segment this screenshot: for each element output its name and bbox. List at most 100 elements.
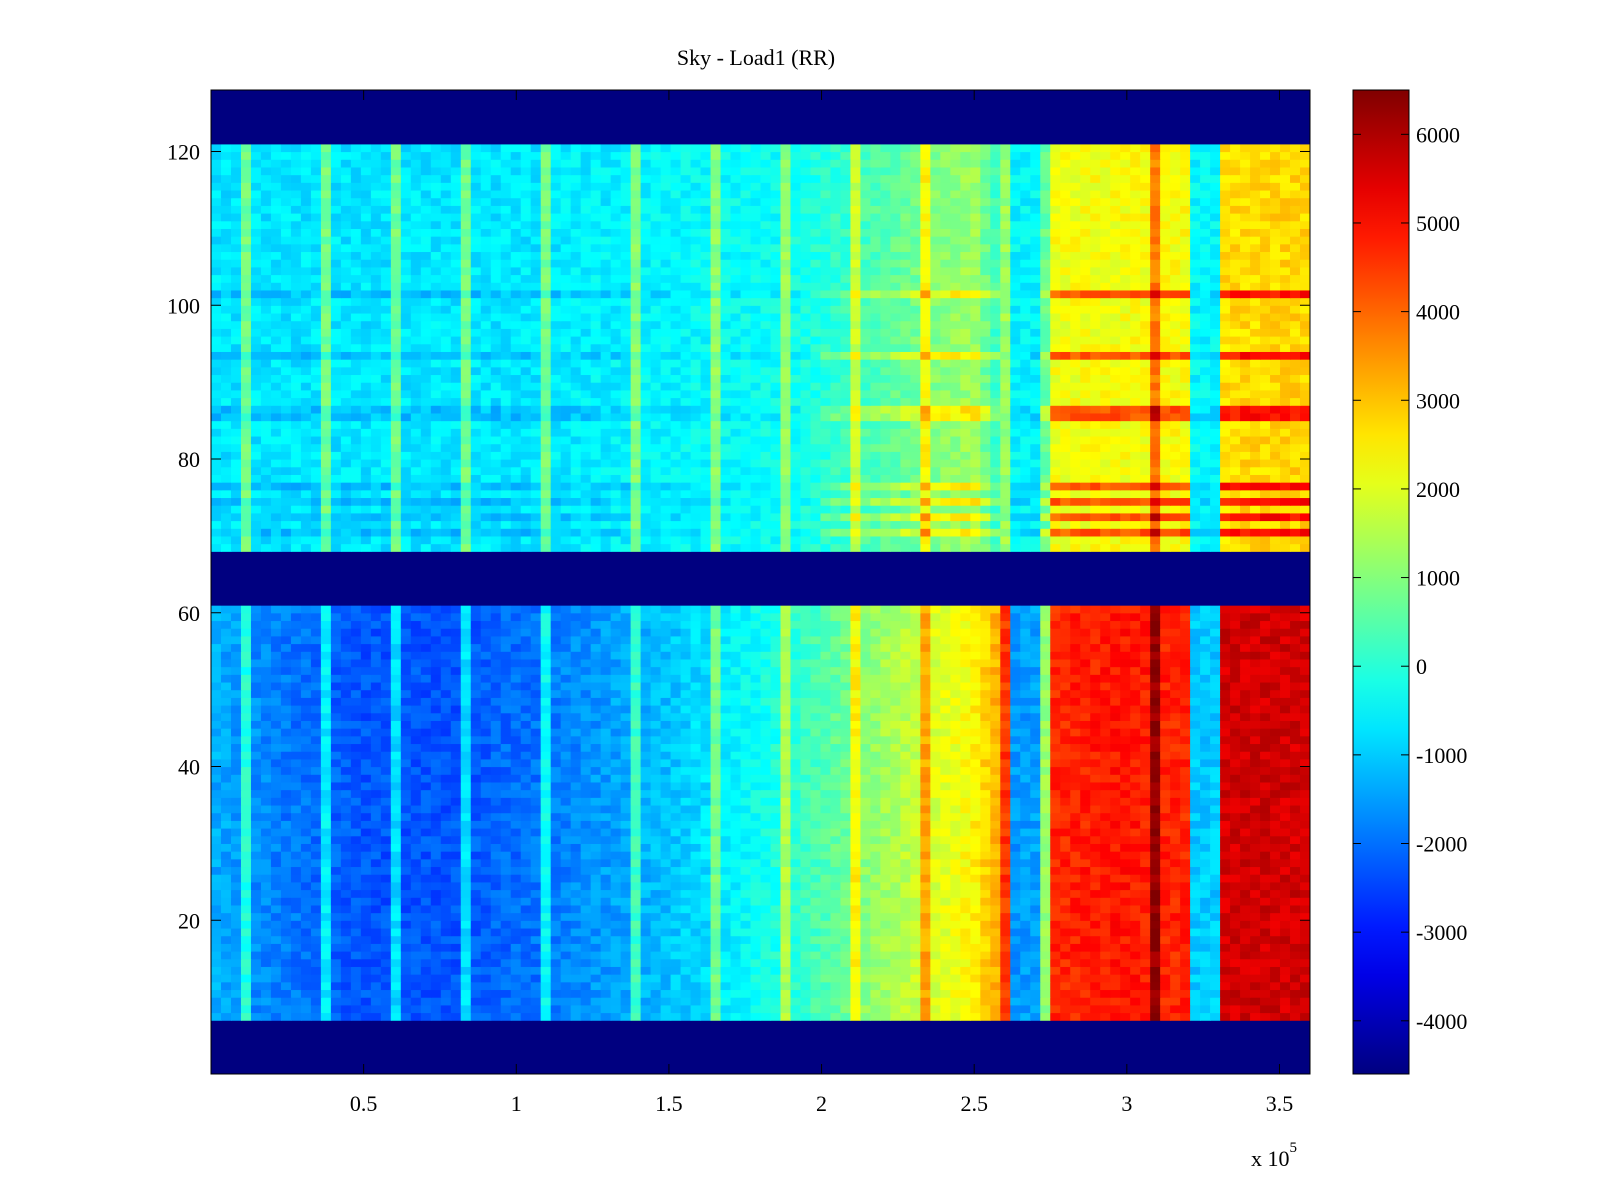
heatmap-cell	[340, 843, 352, 852]
heatmap-cell	[1140, 705, 1151, 714]
heatmap-cell	[1270, 697, 1281, 706]
heatmap-cell	[440, 851, 452, 860]
heatmap-cell	[690, 881, 702, 891]
heatmap-cell	[500, 789, 512, 798]
heatmap-cell	[440, 766, 452, 775]
heatmap-cell	[1000, 912, 1011, 921]
heatmap-cell	[930, 774, 941, 783]
heatmap-cell	[780, 897, 792, 906]
heatmap-cell	[590, 712, 602, 721]
heatmap-cell	[300, 1012, 312, 1021]
heatmap-cell	[1200, 828, 1211, 837]
heatmap-cell	[490, 1004, 502, 1014]
heatmap-cell	[930, 712, 941, 721]
heatmap-cell	[960, 789, 971, 798]
heatmap-cell	[480, 781, 492, 791]
heatmap-cell	[220, 828, 232, 837]
heatmap-cell	[780, 881, 792, 891]
heatmap-cell	[1100, 781, 1111, 791]
heatmap-cell	[310, 674, 322, 683]
heatmap-cell	[900, 812, 911, 821]
heatmap-cell	[810, 797, 822, 806]
heatmap-cell	[600, 797, 612, 806]
heatmap-cell	[620, 935, 632, 944]
heatmap-cell	[1280, 766, 1291, 775]
heatmap-cell	[400, 843, 412, 852]
heatmap-cell	[1050, 843, 1061, 852]
heatmap-cell	[211, 835, 222, 844]
heatmap-cell	[530, 781, 542, 791]
heatmap-cell	[680, 981, 692, 991]
heatmap-cell	[530, 966, 542, 975]
heatmap-cell	[1010, 1012, 1021, 1021]
heatmap-cell	[300, 689, 312, 698]
heatmap-cell	[800, 735, 812, 745]
heatmap-cell	[240, 904, 252, 914]
heatmap-cell	[600, 974, 612, 983]
heatmap-cell	[680, 927, 692, 937]
heatmap-cell	[460, 981, 472, 991]
heatmap-cell	[880, 812, 891, 821]
heatmap-cell	[1200, 712, 1211, 721]
heatmap-cell	[790, 743, 802, 752]
heatmap-cell	[800, 774, 812, 783]
heatmap-cell	[1280, 1012, 1291, 1021]
heatmap-cell	[1210, 766, 1221, 775]
heatmap-cell	[910, 843, 921, 852]
heatmap-cell	[910, 758, 921, 768]
heatmap-cell	[710, 866, 722, 875]
heatmap-cell	[670, 1004, 682, 1014]
heatmap-cell	[1000, 997, 1011, 1006]
heatmap-cell	[1150, 751, 1161, 760]
heatmap-cell	[660, 674, 672, 683]
heatmap-cell	[880, 951, 891, 960]
heatmap-cell	[900, 935, 911, 944]
heatmap-cell	[560, 681, 572, 691]
heatmap-cell	[700, 866, 712, 875]
heatmap-cell	[290, 705, 302, 714]
heatmap-cell	[300, 943, 312, 952]
heatmap-cell	[270, 789, 282, 798]
heatmap-cell	[690, 974, 702, 983]
heatmap-cell	[950, 981, 961, 991]
heatmap-cell	[1170, 927, 1181, 937]
heatmap-cell	[650, 935, 662, 944]
heatmap-cell	[1160, 681, 1171, 691]
heatmap-cell	[950, 804, 961, 814]
heatmap-cell	[280, 1012, 292, 1021]
heatmap-cell	[1030, 943, 1041, 952]
heatmap-cell	[460, 758, 472, 768]
heatmap-cell	[490, 874, 502, 883]
heatmap-cell	[680, 989, 692, 998]
heatmap-cell	[870, 797, 881, 806]
heatmap-cell	[890, 843, 901, 852]
heatmap-cell	[860, 843, 871, 852]
heatmap-cell	[660, 935, 672, 944]
heatmap-cell	[820, 851, 832, 860]
heatmap-cell	[270, 751, 282, 760]
heatmap-cell	[320, 843, 332, 852]
heatmap-cell	[330, 866, 342, 875]
heatmap-cell	[980, 897, 991, 906]
heatmap-cell	[480, 866, 492, 875]
heatmap-cell	[1300, 958, 1310, 967]
heatmap-cell	[230, 789, 242, 798]
heatmap-cell	[1200, 758, 1211, 768]
heatmap-cell	[330, 889, 342, 898]
heatmap-cell	[690, 943, 702, 952]
heatmap-cell	[760, 943, 772, 952]
heatmap-cell	[1010, 951, 1021, 960]
heatmap-cell	[870, 705, 881, 714]
heatmap-cell	[430, 666, 442, 675]
heatmap-cell	[530, 1004, 542, 1014]
heatmap-cell	[890, 874, 901, 883]
heatmap-cell	[1020, 820, 1031, 829]
heatmap-cell	[690, 689, 702, 698]
heatmap-cell	[370, 897, 382, 906]
heatmap-cell	[840, 820, 852, 829]
heatmap-cell	[740, 781, 752, 791]
heatmap-cell	[710, 766, 722, 775]
heatmap-cell	[1000, 1012, 1011, 1021]
heatmap-cell	[860, 981, 871, 991]
heatmap-cell	[450, 927, 462, 937]
